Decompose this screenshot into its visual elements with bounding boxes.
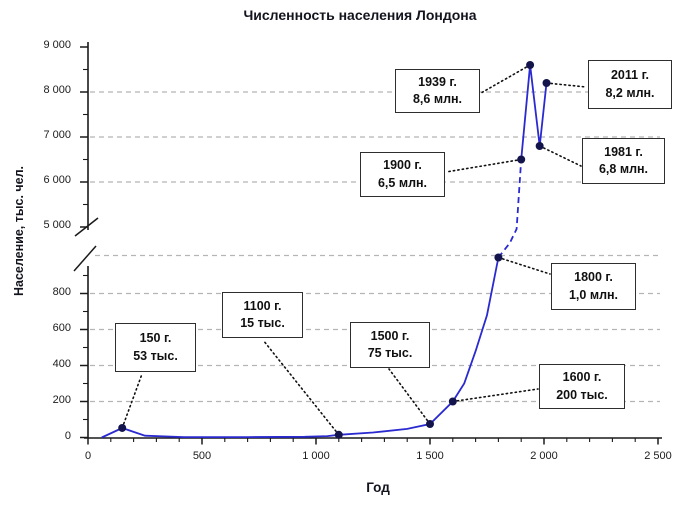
annotation-year: 1900 г. [383,158,422,172]
annotation-year: 1981 г. [604,144,643,159]
y-tick-label-9000: 9 000 [43,39,71,51]
y-tick-label-800: 800 [52,286,71,298]
y-tick-label-8000: 8 000 [43,84,71,96]
annotation-value: 6,5 млн. [377,175,428,190]
annotation-2011: 2011 г. 8,2 млн. [588,60,672,109]
annotation-150: 150 г. 53 тыс. [115,323,196,372]
annotation-value: 53 тыс. [133,348,178,363]
annotation-1981: 1981 г. 6,8 млн. [582,138,665,184]
annotation-value: 6,8 млн. [598,162,649,176]
annotation-value: 8,2 млн. [605,85,655,100]
x-tick-label-500: 500 [192,450,212,462]
annotation-year: 1600 г. [562,370,602,384]
x-tick-label-2500: 2 500 [644,450,672,462]
annotation-value: 8,6 млн. [412,92,463,106]
y-tick-label-200: 200 [52,394,71,406]
annotation-1800: 1800 г. 1,0 млн. [551,263,636,310]
annotation-year: 2011 г. [610,68,650,82]
data-point-markers [118,61,551,439]
y-tick-label-5000: 5 000 [43,219,71,231]
y-tick-label-600: 600 [52,322,71,334]
annotation-1100: 1100 г. 15 тыс. [222,292,303,338]
axes [84,42,662,439]
annotation-year: 1500 г. [370,328,410,343]
annotation-1900: 1900 г. 6,5 млн. [360,152,445,197]
annotation-year: 1939 г. [418,74,457,89]
annotation-year: 1800 г. [574,270,613,284]
y-tick-label-400: 400 [52,358,71,370]
annotation-value: 200 тыс. [556,387,608,402]
axis-break-marks [73,217,99,272]
annotation-value: 15 тыс. [240,316,285,330]
x-tick-label-1500: 1 500 [416,450,444,462]
y-tick-label-6000: 6 000 [43,174,71,186]
annotation-1600: 1600 г. 200 тыс. [539,364,625,409]
x-axis-title: Год [366,480,390,495]
axis-ticks [80,46,659,445]
annotation-1500: 1500 г. 75 тыс. [350,322,430,368]
chart-title: Численность населения Лондона [243,7,477,23]
annotation-connectors [121,64,587,436]
y-tick-label-0: 0 [64,430,71,442]
annotation-1939: 1939 г. 8,6 млн. [395,69,480,113]
x-tick-label-2000: 2 000 [530,450,558,462]
y-axis-title: Население, тыс. чел. [12,165,26,297]
annotation-year: 1100 г. [243,298,282,313]
y-tick-label-7000: 7 000 [43,129,71,141]
annotation-value: 1,0 млн. [568,287,619,302]
annotation-value: 75 тыс. [367,346,413,360]
annotation-year: 150 г. [139,331,172,345]
population-line [101,64,548,439]
x-tick-label-1000: 1 000 [302,450,330,462]
x-tick-label-0: 0 [84,450,92,462]
